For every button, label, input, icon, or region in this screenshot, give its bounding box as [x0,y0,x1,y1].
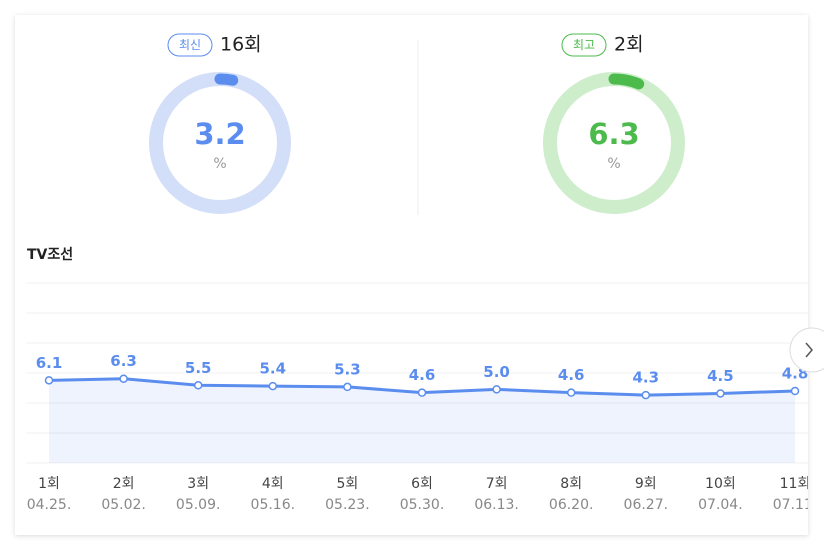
data-label: 4.3 [633,369,660,387]
x-date-label: 05.09. [176,497,221,513]
x-date-label: 06.27. [624,497,669,513]
gauge-value: 6.3 [588,117,639,151]
next-arrow[interactable] [805,342,813,358]
x-tick-label: 1회 [38,476,60,492]
x-date-label: 04.25. [27,497,72,513]
card [15,15,808,535]
point [417,388,427,397]
data-label: 5.5 [185,359,212,377]
badge [561,33,607,57]
x-date-label: 05.16. [251,497,296,513]
gauge-arc [150,73,290,213]
x-tick-label: 3회 [187,476,209,492]
data-label: 4.5 [707,367,734,385]
x-tick-label: 2회 [113,476,135,492]
x-tick-label: 11회 [780,476,811,492]
point [268,381,278,391]
x-date-label: 06.13. [474,497,519,513]
x-date-label: 05.30. [400,497,445,513]
x-tick-label: 9회 [635,476,657,492]
gauge-unit: % [213,156,226,172]
badge-text: 최신 [179,38,201,52]
badge [167,33,213,57]
point [790,386,800,396]
data-label: 4.6 [558,366,585,384]
episode: 2회 [614,34,644,56]
point [193,381,203,390]
x-tick-label: 4회 [262,476,284,492]
point [343,382,352,392]
gauge-unit: % [607,156,620,172]
next-button-circle[interactable] [789,327,824,373]
plot: 1회 04.25. 2회 05.02. 3회 05.09. 4회 05.16. 5회 05.23.… [27,282,818,513]
gauge-arc [544,73,684,213]
x-date-label: 07.04. [698,497,743,513]
x-tick-label: 7회 [486,476,508,492]
next-button[interactable] [789,327,824,373]
x-tick-label: 6회 [411,476,433,492]
data-label: 6.3 [110,352,137,370]
point [492,385,501,394]
data-label: 4.6 [409,366,436,384]
data-label: 5.4 [260,360,287,378]
chart-title: TV조선 [27,247,73,263]
point [119,374,128,383]
point [641,390,651,400]
x-tick-label: 10회 [705,476,736,492]
x-tick-label: 8회 [560,476,582,492]
area [49,378,795,463]
x-date-label: 05.23. [325,497,370,513]
data-label: 5.3 [334,360,361,378]
data-label: 5.0 [483,363,510,381]
x-date-label: 05.02. [101,497,146,513]
x-tick-label: 5회 [337,476,359,492]
point [44,376,54,385]
x-date-label: 07.11. [773,497,818,513]
data-label: 6.1 [36,354,63,372]
x-date-label: 06.20. [549,497,594,513]
point [566,388,576,397]
gauge-value: 3.2 [194,117,245,151]
episode: 16회 [220,34,262,56]
badge-text: 최고 [573,38,595,52]
point [716,389,725,398]
